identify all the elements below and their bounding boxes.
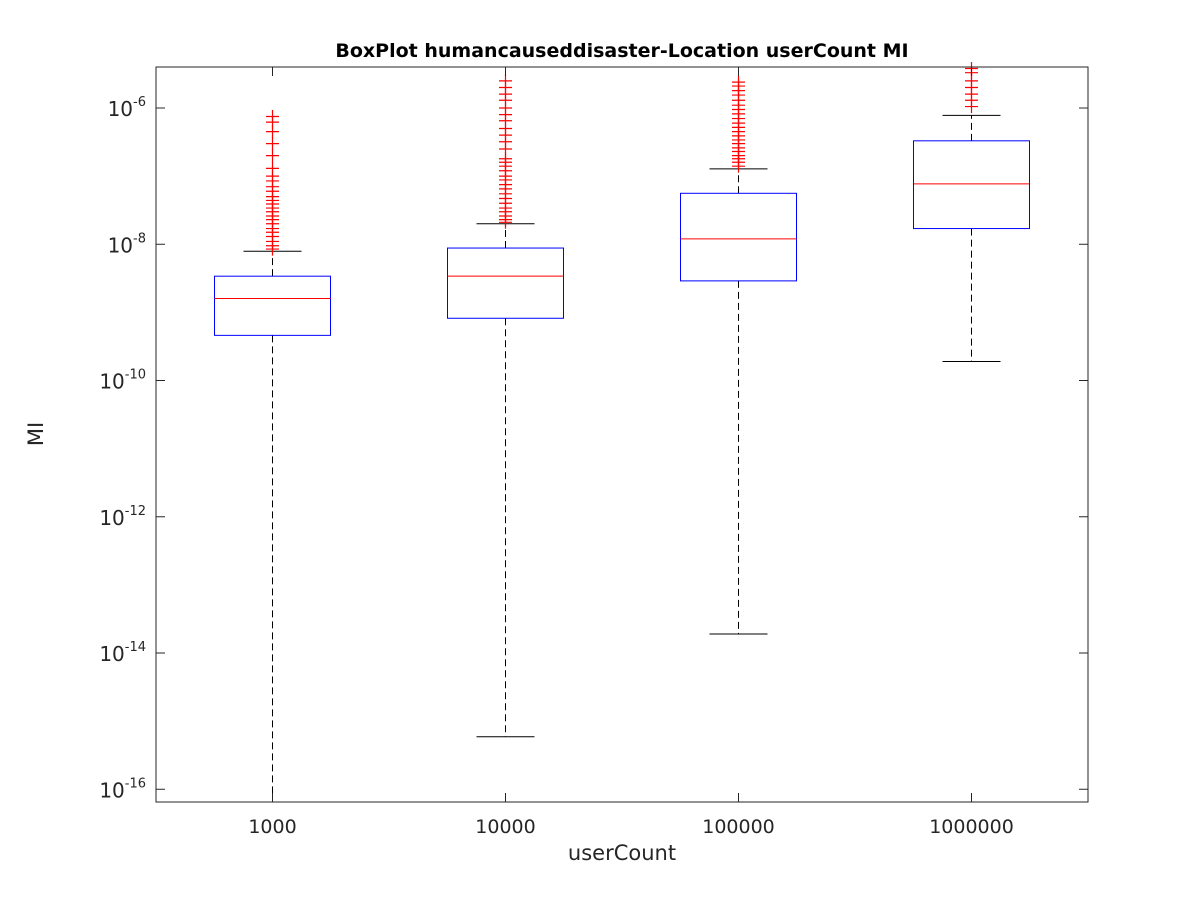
y-tick-base: 10	[99, 370, 124, 394]
y-tick-label: 10-6	[108, 95, 146, 121]
box-group-1000	[214, 110, 331, 803]
x-tick-label: 100000	[702, 816, 775, 838]
outlier-marker	[266, 149, 279, 163]
outlier-marker	[266, 110, 279, 124]
y-tick-exponent: -16	[125, 776, 146, 791]
plot-area	[156, 67, 1088, 802]
chart-title: BoxPlot humancauseddisaster-Location use…	[335, 40, 908, 62]
y-tick-label: 10-10	[99, 368, 146, 394]
y-tick-base: 10	[99, 642, 124, 666]
outlier-marker	[499, 74, 512, 88]
outlier-marker	[732, 75, 745, 89]
y-axis-label: MI	[24, 422, 48, 446]
outlier-marker	[266, 137, 279, 151]
iqr-box	[447, 247, 564, 319]
outlier-marker	[266, 161, 279, 175]
iqr-box	[680, 192, 797, 282]
x-tick-label: 10000	[475, 816, 535, 838]
iqr-box	[214, 275, 331, 336]
x-tick-label: 1000000	[929, 816, 1014, 838]
y-tick-exponent: -6	[133, 95, 146, 110]
box-group-100000	[680, 75, 797, 635]
y-tick-label: 10-8	[108, 231, 146, 257]
y-tick-base: 10	[99, 778, 124, 802]
y-tick-exponent: -12	[125, 504, 146, 519]
y-tick-label: 10-16	[99, 776, 146, 802]
y-tick-exponent: -8	[133, 231, 146, 246]
y-tick-base: 10	[99, 506, 124, 530]
box-group-10000	[447, 74, 564, 738]
y-tick-base: 10	[108, 233, 133, 257]
y-tick-label: 10-14	[99, 640, 146, 666]
axes-frame	[155, 66, 1089, 803]
y-tick-label: 10-12	[99, 504, 146, 530]
iqr-box	[913, 140, 1030, 230]
x-axis-label: userCount	[568, 841, 676, 865]
y-tick-base: 10	[108, 97, 133, 121]
x-tick-label: 1000	[248, 816, 296, 838]
y-tick-exponent: -10	[125, 368, 146, 383]
y-tick-exponent: -14	[125, 640, 146, 655]
